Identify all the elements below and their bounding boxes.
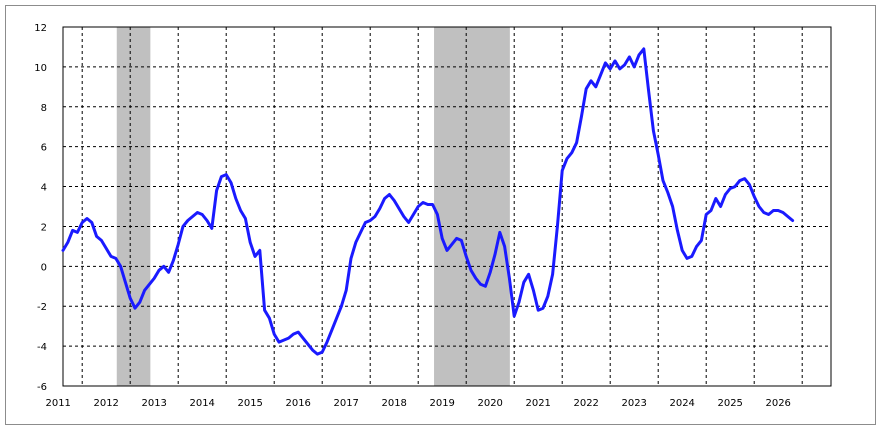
y-tick-label: 6 <box>41 143 47 154</box>
recession-shading <box>116 27 510 386</box>
x-tick-label: 2013 <box>141 398 166 409</box>
x-tick-label: 2015 <box>237 398 262 409</box>
x-tick-label: 2018 <box>381 398 406 409</box>
x-tick-label: 2012 <box>93 398 118 409</box>
shaded-period <box>434 27 510 386</box>
y-tick-label: 8 <box>41 103 47 114</box>
x-tick-label: 2026 <box>765 398 790 409</box>
x-tick-label: 2021 <box>525 398 550 409</box>
y-tick-label: 0 <box>41 262 47 273</box>
x-tick-label: 2025 <box>717 398 742 409</box>
y-tick-label: 10 <box>34 63 47 74</box>
x-tick-label: 2023 <box>621 398 646 409</box>
x-tick-label: 2022 <box>573 398 598 409</box>
x-tick-label: 2014 <box>189 398 214 409</box>
y-tick-label: 12 <box>34 23 47 34</box>
plot-border <box>62 26 832 387</box>
y-tick-label: -2 <box>37 302 47 313</box>
x-tick-label: 2017 <box>333 398 358 409</box>
y-tick-label: -4 <box>37 342 47 353</box>
series-line <box>61 47 795 356</box>
x-tick-label: 2020 <box>477 398 502 409</box>
axes <box>62 26 832 387</box>
chart-frame: 12 10 8 6 4 2 0 -2 -4 -6 2011 2012 2013 2014 2015 2016 2… <box>5 5 876 425</box>
x-tick-label: 2024 <box>669 398 694 409</box>
y-tick-label: 4 <box>41 183 47 194</box>
x-tick-label: 2011 <box>45 398 70 409</box>
series-layer <box>61 47 795 356</box>
line-chart: 12 10 8 6 4 2 0 -2 -4 -6 2011 2012 2013 2014 2015 2016 2… <box>34 23 832 409</box>
x-tick-label: 2016 <box>285 398 310 409</box>
grid-lines <box>63 27 831 386</box>
tick-labels: 12 10 8 6 4 2 0 -2 -4 -6 2011 2012 2013 2014 2015 2016 2… <box>34 23 791 409</box>
y-tick-label: 2 <box>41 222 47 233</box>
shaded-period <box>116 27 151 386</box>
y-tick-label: -6 <box>37 382 47 393</box>
x-tick-label: 2019 <box>429 398 454 409</box>
